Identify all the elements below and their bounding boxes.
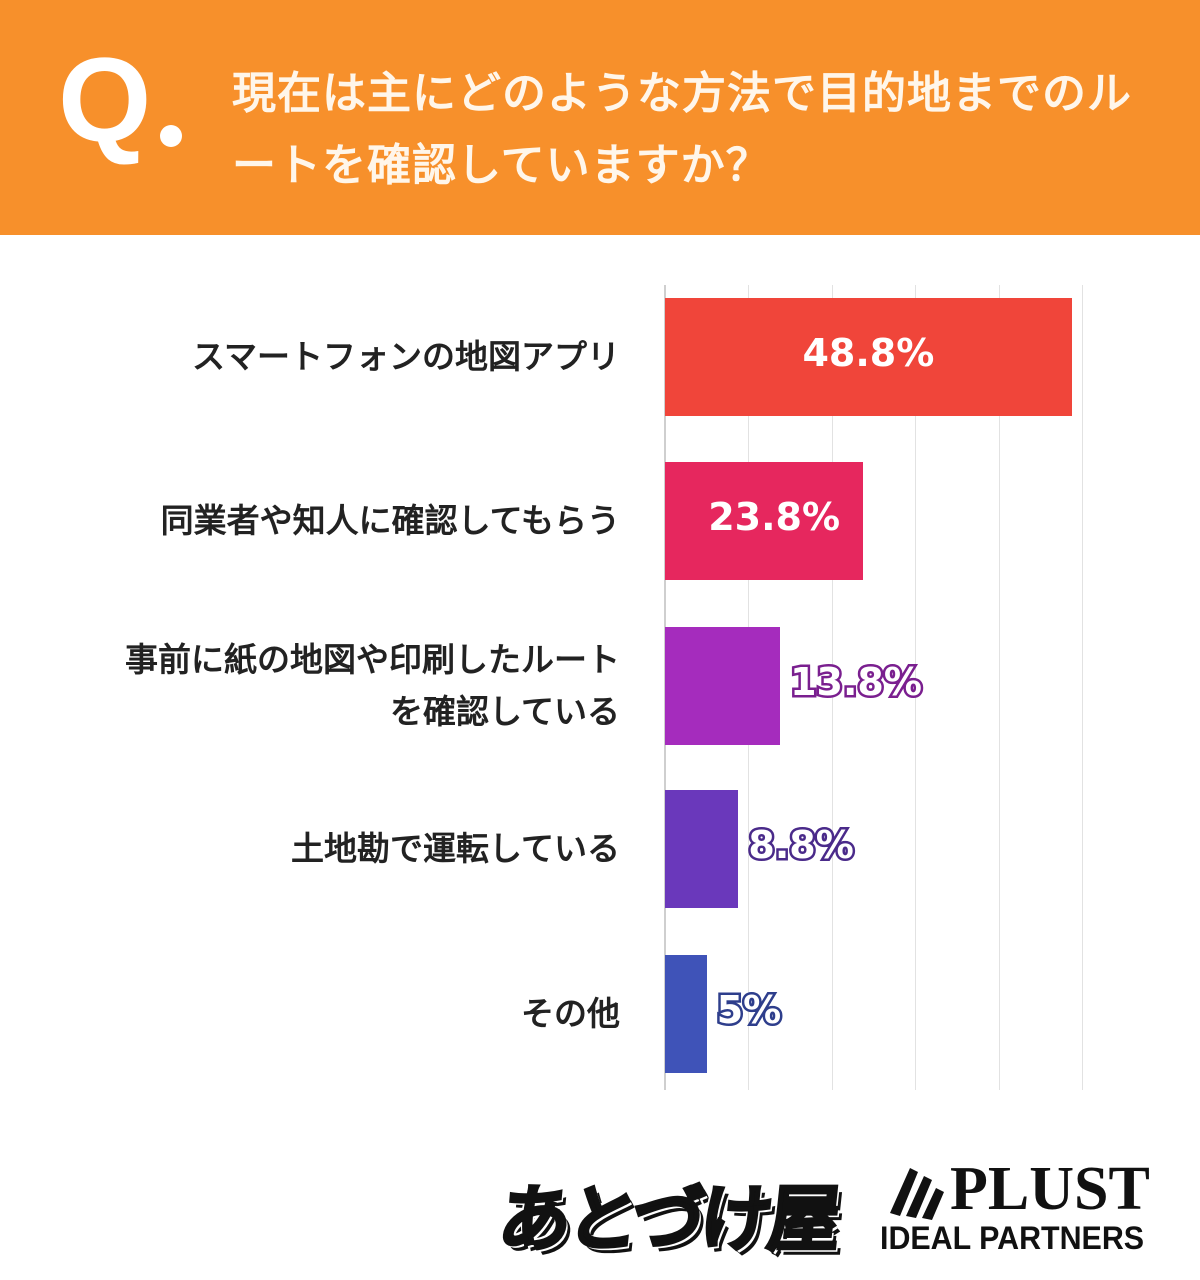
category-label: 土地勘で運転している [291, 823, 620, 875]
category-label: スマートフォンの地図アプリ [192, 331, 620, 383]
value-label: 8.8% [746, 821, 856, 870]
category-label-line: 同業者や知人に確認してもらう [160, 501, 620, 540]
category-label-line: を確認している [389, 692, 620, 731]
category-label-line: 事前に紙の地図や印刷したルート [125, 640, 620, 679]
category-label-line: 土地勘で運転している [290, 829, 620, 868]
plust-text: PLUST [950, 1155, 1150, 1223]
gridline [998, 285, 1000, 1090]
value-label: 5% [714, 986, 783, 1035]
category-label-line: スマートフォンの地図アプリ [191, 337, 620, 376]
category-label-line: その他 [521, 994, 620, 1033]
q-mark: Q [58, 33, 152, 167]
q-dot [160, 125, 182, 147]
value-label: 13.8% [788, 658, 925, 707]
bar [665, 298, 1072, 416]
category-label: 同業者や知人に確認してもらう [161, 495, 620, 547]
plust-arrows-icon [890, 1168, 944, 1220]
bar [665, 627, 781, 745]
gridline [831, 285, 833, 1090]
gridline [1082, 285, 1083, 1090]
bar [665, 462, 864, 580]
ideal-partners-text: IDEAL PARTNERS [880, 1220, 1145, 1256]
question-title: 現在は主にどのような方法で目的地までのルートを確認していますか？ [232, 68, 1132, 191]
plust-logo: PLUST IDEAL PARTNERS [880, 1158, 1150, 1256]
gridline [915, 285, 917, 1090]
category-label: 事前に紙の地図や印刷したルートを確認している [125, 634, 620, 738]
value-label: 23.8% [708, 495, 841, 539]
atozukeya-logo: あとづけ屋 [493, 1176, 842, 1263]
logos: あとづけ屋 PLUST IDEAL PARTNERS [0, 1150, 1200, 1270]
value-label: 48.8% [802, 331, 935, 375]
question-header: Q 現在は主にどのような方法で目的地までのルートを確認していますか？ [0, 0, 1200, 235]
bar [665, 790, 739, 908]
bar [665, 955, 707, 1073]
category-label: その他 [521, 988, 620, 1040]
